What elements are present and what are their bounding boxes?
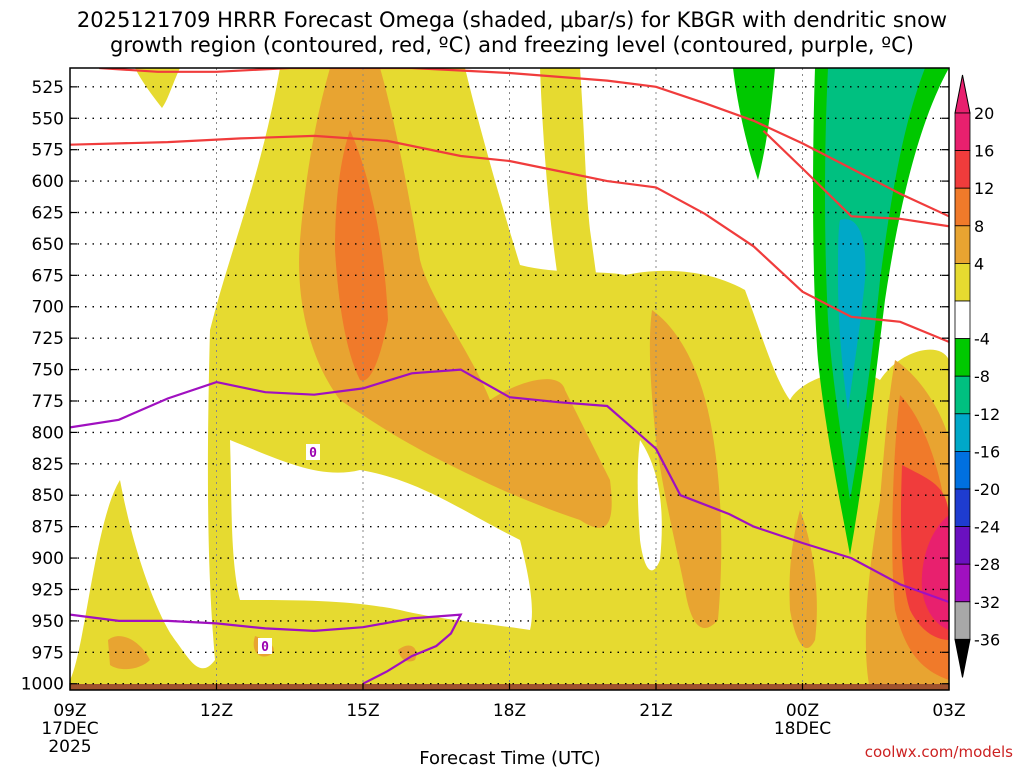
grid-lines bbox=[70, 68, 949, 690]
y-tick-label: 675 bbox=[32, 266, 64, 286]
y-tick-label: 925 bbox=[32, 580, 64, 600]
x-tick-label: 09Z bbox=[53, 701, 86, 721]
colorbar-label: 4 bbox=[974, 254, 984, 273]
y-tick-label: 700 bbox=[32, 298, 64, 318]
colorbar-swatch bbox=[954, 262, 971, 302]
x-tick-label: 12Z bbox=[200, 701, 233, 721]
contour-line-4 bbox=[70, 613, 463, 685]
colorbar-label: -20 bbox=[974, 480, 1000, 499]
colorbar-label: -28 bbox=[974, 555, 1000, 574]
y-tick-label: 975 bbox=[32, 643, 64, 663]
x-tick-label: 15Z bbox=[346, 701, 379, 721]
colorbar-label: -12 bbox=[974, 405, 1000, 424]
omega-region-lightorange bbox=[299, 68, 612, 528]
y-tick-label: 625 bbox=[32, 204, 64, 224]
y-tick-label: 875 bbox=[32, 518, 64, 538]
freezing-label-upper: 0 bbox=[309, 446, 317, 461]
y-tick-label: 800 bbox=[32, 423, 64, 443]
freezing-level-labels: 0 0 bbox=[258, 444, 320, 655]
y-tick-label: 775 bbox=[32, 392, 64, 412]
colorbar-swatch bbox=[954, 112, 971, 151]
colorbar-swatch bbox=[954, 225, 971, 264]
colorbar-swatch bbox=[954, 187, 971, 227]
y-tick-label: 750 bbox=[32, 361, 64, 381]
x-tick-label: 21Z bbox=[639, 701, 672, 721]
freezing-label-bg-2 bbox=[258, 638, 272, 654]
contour-line-1 bbox=[70, 134, 949, 343]
omega-gap-white bbox=[230, 440, 532, 630]
colorbar-label: 12 bbox=[974, 179, 994, 198]
chart-title-line2: growth region (contoured, red, ºC) and f… bbox=[110, 33, 914, 57]
colorbar-swatch bbox=[954, 300, 971, 339]
freezing-label-bg bbox=[306, 444, 320, 460]
colorbar-swatch bbox=[954, 450, 971, 490]
colorbar-swatch bbox=[954, 563, 971, 603]
x-tick-year: 2025 bbox=[48, 737, 91, 757]
y-tick-label: 1000 bbox=[21, 675, 64, 695]
y-tick-label: 525 bbox=[32, 78, 64, 98]
omega-region-green bbox=[733, 68, 775, 180]
omega-region-yellow-2 bbox=[540, 68, 610, 429]
colorbar-label: -8 bbox=[974, 367, 990, 386]
colorbar-label: -24 bbox=[974, 518, 1000, 537]
omega-region-orange bbox=[335, 130, 388, 381]
colorbar-swatch bbox=[954, 601, 971, 640]
colorbar-label: 20 bbox=[974, 104, 994, 123]
contour-line-0 bbox=[99, 68, 949, 218]
colorbar-label: 16 bbox=[974, 142, 994, 161]
colorbar-swatch bbox=[954, 413, 971, 452]
colorbar-label: -16 bbox=[974, 442, 1000, 461]
colorbar-label: -32 bbox=[974, 593, 1000, 612]
y-tick-label: 725 bbox=[32, 329, 64, 349]
y-axis: 525 550 575 600 625 650 675 700 725 750 775 800 825 8… bbox=[21, 78, 949, 695]
y-tick-label: 600 bbox=[32, 172, 64, 192]
y-tick-label: 575 bbox=[32, 141, 64, 161]
y-tick-label: 850 bbox=[32, 486, 64, 506]
colorbar-top-arrow bbox=[954, 74, 971, 114]
credit-text: coolwx.com/models bbox=[865, 743, 1013, 761]
y-tick-label: 825 bbox=[32, 455, 64, 475]
x-tick-date: 18DEC bbox=[774, 719, 831, 739]
omega-gap-white-3 bbox=[70, 68, 125, 380]
x-tick-label: 18Z bbox=[493, 701, 526, 721]
chart-title-line1: 2025121709 HRRR Forecast Omega (shaded, … bbox=[77, 8, 947, 32]
contour-line-2 bbox=[762, 130, 949, 228]
x-tick-label: 00Z bbox=[786, 701, 819, 721]
y-tick-label: 900 bbox=[32, 549, 64, 569]
omega-region-magenta bbox=[921, 515, 949, 630]
colorbar-swatch bbox=[954, 526, 971, 565]
colorbar-swatch bbox=[954, 488, 971, 527]
colorbar: 20 16 12 8 4 -4 -8 -12 -16 -20 -24 -28 -32 -36 bbox=[954, 74, 1000, 678]
colorbar-label: -4 bbox=[974, 330, 990, 349]
omega-region-lightorange-7 bbox=[398, 645, 417, 662]
colorbar-swatch bbox=[954, 375, 971, 415]
freezing-label-lower: 0 bbox=[261, 640, 269, 655]
colorbar-label: -36 bbox=[974, 630, 1000, 649]
x-tick-label: 03Z bbox=[932, 701, 965, 721]
y-tick-label: 950 bbox=[32, 612, 64, 632]
omega-region-yellow-3 bbox=[135, 68, 180, 108]
y-tick-label: 550 bbox=[32, 109, 64, 129]
x-axis-label: Forecast Time (UTC) bbox=[419, 748, 600, 768]
colorbar-bottom-arrow bbox=[954, 638, 971, 678]
y-tick-label: 650 bbox=[32, 235, 64, 255]
colorbar-swatch bbox=[954, 150, 971, 189]
omega-region-lightorange-3 bbox=[108, 636, 150, 670]
omega-region-cyan bbox=[838, 219, 866, 410]
omega-region-lightorange-2 bbox=[649, 310, 722, 629]
contour-lines bbox=[70, 68, 949, 685]
colorbar-label: 8 bbox=[974, 217, 984, 236]
contour-line-3 bbox=[70, 368, 949, 604]
x-tick-date: 17DEC bbox=[41, 719, 98, 739]
omega-shading bbox=[70, 68, 949, 690]
colorbar-swatch bbox=[954, 338, 971, 377]
